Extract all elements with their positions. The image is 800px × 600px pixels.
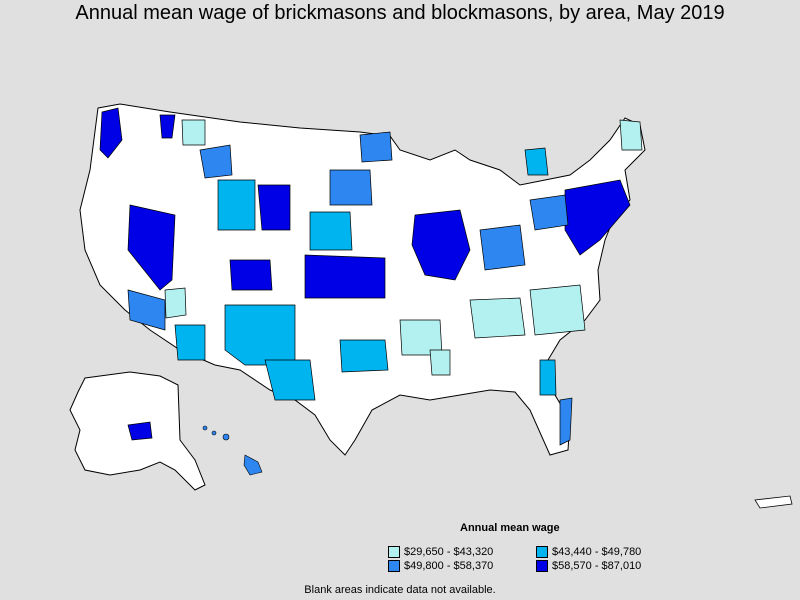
legend-label-2: $43,440 - $49,780 bbox=[552, 546, 642, 558]
legend-swatch-1 bbox=[388, 546, 400, 558]
map-title: Annual mean wage of brickmasons and bloc… bbox=[75, 2, 725, 24]
legend-label-4: $58,570 - $87,010 bbox=[552, 560, 642, 572]
legend-item-4: $58,570 - $87,010 bbox=[536, 560, 641, 572]
note-blank-areas: Blank areas indicate data not available. bbox=[304, 584, 496, 596]
legend-label-3: $49,800 - $58,370 bbox=[404, 560, 494, 572]
legend-swatch-3 bbox=[388, 560, 400, 572]
hawaii-shape bbox=[202, 425, 263, 476]
legend-item-2: $43,440 - $49,780 bbox=[536, 546, 641, 558]
legend-item-1: $29,650 - $43,320 bbox=[388, 546, 493, 558]
legend-item-3: $49,800 - $58,370 bbox=[388, 560, 493, 572]
legend-title: Annual mean wage bbox=[460, 522, 560, 534]
legend-swatch-2 bbox=[536, 546, 548, 558]
puerto-rico-shape bbox=[754, 495, 793, 509]
legend-swatch-4 bbox=[536, 560, 548, 572]
wage-regions bbox=[99, 107, 643, 446]
legend-label-1: $29,650 - $43,320 bbox=[404, 546, 494, 558]
